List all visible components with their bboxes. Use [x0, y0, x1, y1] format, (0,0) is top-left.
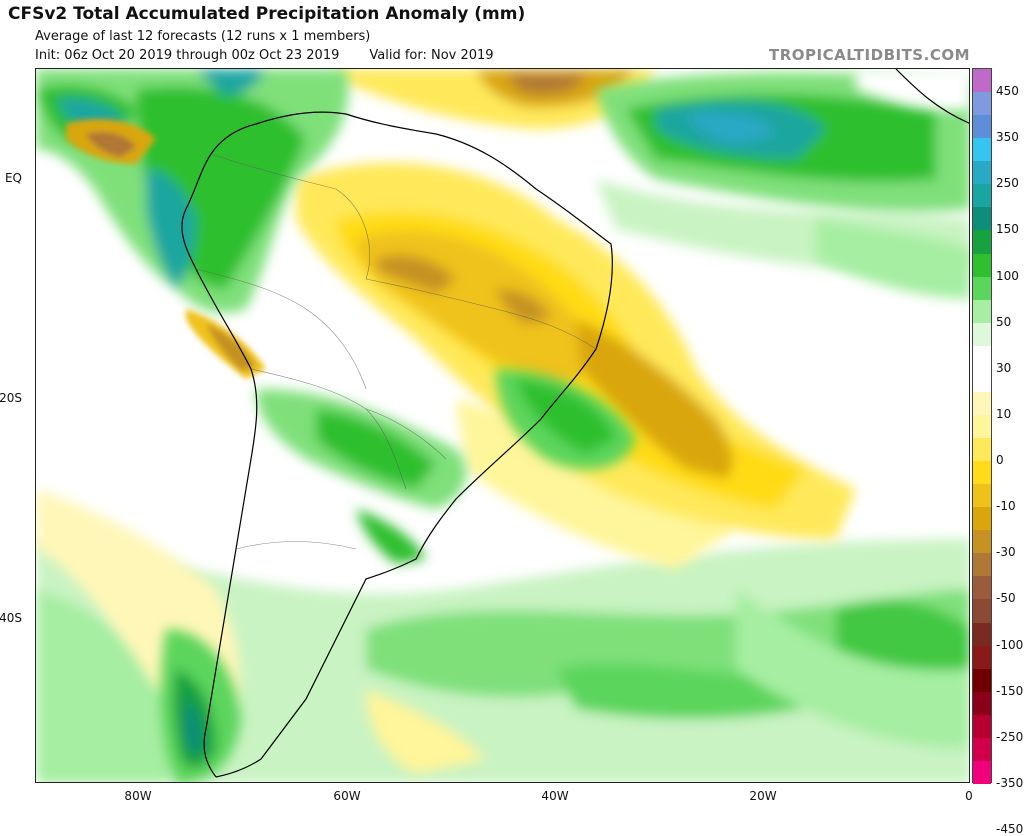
lon-label-0: 0: [965, 789, 973, 803]
colorbar-segment: [973, 368, 991, 393]
colorbar-segment: [973, 138, 991, 162]
colorbar-label: -100: [996, 637, 1024, 652]
colorbar-label: -450: [996, 822, 1024, 836]
lat-label-20s: 20S: [0, 391, 22, 405]
colorbar-label: -10: [996, 499, 1016, 514]
colorbar-label: 150: [996, 222, 1019, 237]
colorbar-segment: [973, 115, 991, 139]
colorbar-label: -250: [996, 729, 1024, 744]
colorbar-segment: [973, 207, 991, 231]
africa-coastline: [895, 69, 969, 124]
colorbar-segment: [973, 391, 991, 416]
colorbar-segment: [973, 484, 991, 508]
colorbar-segment: [973, 530, 991, 554]
colorbar-segment: [973, 645, 991, 670]
colorbar-segment: [973, 714, 991, 739]
anomaly-map-graphic: [36, 69, 969, 782]
colorbar-segment: [973, 760, 991, 785]
colorbar-label: -30: [996, 545, 1016, 560]
map-title: CFSv2 Total Accumulated Precipitation An…: [8, 4, 526, 24]
colorbar-segment: [973, 599, 991, 624]
colorbar-segment: [973, 414, 991, 439]
lon-label-80w: 80W: [124, 789, 152, 803]
colorbar-segment: [973, 184, 991, 208]
colorbar-segment: [973, 622, 991, 647]
colorbar-segment: [973, 299, 991, 324]
colorbar-segment: [973, 461, 991, 485]
colorbar-segment: [973, 322, 991, 347]
lon-label-20w: 20W: [749, 789, 777, 803]
valid-text: Valid for: Nov 2019: [369, 48, 494, 63]
country-borders: [195, 153, 597, 550]
colorbar-segment: [973, 345, 991, 370]
brand-watermark: TROPICALTIDBITS.COM: [769, 46, 970, 64]
colorbar-label: -150: [996, 683, 1024, 698]
init-valid-line: Init: 06z Oct 20 2019 through 00z Oct 23…: [35, 48, 494, 63]
colorbar-label: 350: [996, 130, 1019, 145]
colorbar-label: 10: [996, 406, 1012, 421]
colorbar-segment: [973, 276, 991, 301]
colorbar-segment: [973, 507, 991, 531]
colorbar-label: 30: [996, 360, 1012, 375]
colorbar-segment: [973, 553, 991, 577]
colorbar-segment: [973, 691, 991, 716]
colorbar-segment: [973, 668, 991, 693]
colorbar-segment: [973, 737, 991, 762]
map-subtitle: Average of last 12 forecasts (12 runs x …: [35, 29, 371, 44]
lat-label-eq: EQ: [4, 171, 22, 185]
init-text: Init: 06z Oct 20 2019 through 00z Oct 23…: [35, 48, 340, 63]
lat-label-40s: 40S: [0, 611, 22, 625]
colorbar-segment: [973, 161, 991, 185]
colorbar-label: -50: [996, 591, 1016, 606]
colorbar-label: 50: [996, 314, 1012, 329]
colorbar-label: 450: [996, 84, 1019, 99]
colorbar: [972, 68, 992, 785]
colorbar-label: -350: [996, 776, 1024, 790]
lon-label-60w: 60W: [333, 789, 361, 803]
colorbar-segment: [973, 92, 991, 116]
anomaly-map: [35, 68, 970, 783]
colorbar-label: 250: [996, 176, 1019, 191]
colorbar-segment: [973, 253, 991, 278]
colorbar-segment: [973, 230, 991, 254]
colorbar-segment: [973, 438, 991, 462]
colorbar-label: 0: [996, 453, 1004, 468]
colorbar-label: 100: [996, 268, 1019, 283]
colorbar-segment: [973, 576, 991, 600]
colorbar-segment: [973, 69, 991, 93]
lon-label-40w: 40W: [541, 789, 569, 803]
